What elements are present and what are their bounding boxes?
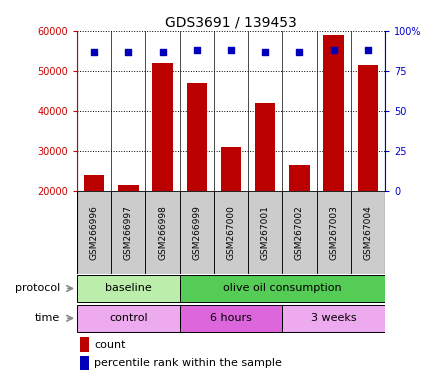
Text: GSM267000: GSM267000: [227, 205, 235, 260]
Bar: [323, 35, 344, 191]
Text: GSM267004: GSM267004: [363, 205, 372, 260]
Text: GSM266997: GSM266997: [124, 205, 133, 260]
Bar: [146, 191, 180, 273]
Bar: [180, 275, 385, 302]
Bar: [77, 305, 180, 332]
Bar: [118, 185, 139, 191]
Bar: [152, 63, 173, 191]
Bar: [282, 305, 385, 332]
Bar: [248, 191, 282, 273]
Bar: [84, 175, 104, 191]
Bar: [316, 191, 351, 273]
Bar: [214, 191, 248, 273]
Point: [193, 47, 200, 53]
Text: GSM267003: GSM267003: [329, 205, 338, 260]
Point: [159, 48, 166, 55]
Text: protocol: protocol: [15, 283, 60, 293]
Text: 6 hours: 6 hours: [210, 313, 252, 323]
Point: [262, 48, 269, 55]
Text: 3 weeks: 3 weeks: [311, 313, 356, 323]
Bar: [80, 356, 89, 370]
Bar: [180, 191, 214, 273]
Point: [364, 47, 371, 53]
Bar: [111, 191, 146, 273]
Title: GDS3691 / 139453: GDS3691 / 139453: [165, 16, 297, 30]
Text: GSM266996: GSM266996: [90, 205, 99, 260]
Text: GSM267001: GSM267001: [261, 205, 270, 260]
Bar: [255, 103, 275, 191]
Text: count: count: [94, 340, 125, 350]
Bar: [187, 83, 207, 191]
Text: time: time: [35, 313, 60, 323]
Bar: [77, 191, 111, 273]
Text: GSM266998: GSM266998: [158, 205, 167, 260]
Bar: [221, 147, 241, 191]
Bar: [289, 165, 310, 191]
Bar: [80, 337, 89, 352]
Point: [125, 48, 132, 55]
Text: percentile rank within the sample: percentile rank within the sample: [94, 358, 282, 368]
Point: [296, 48, 303, 55]
Point: [227, 47, 235, 53]
Text: control: control: [109, 313, 148, 323]
Bar: [77, 275, 180, 302]
Bar: [351, 191, 385, 273]
Bar: [358, 65, 378, 191]
Text: olive oil consumption: olive oil consumption: [223, 283, 341, 293]
Text: GSM267002: GSM267002: [295, 205, 304, 260]
Point: [330, 47, 337, 53]
Bar: [282, 191, 316, 273]
Bar: [180, 305, 282, 332]
Text: GSM266999: GSM266999: [192, 205, 201, 260]
Point: [91, 48, 98, 55]
Text: baseline: baseline: [105, 283, 152, 293]
